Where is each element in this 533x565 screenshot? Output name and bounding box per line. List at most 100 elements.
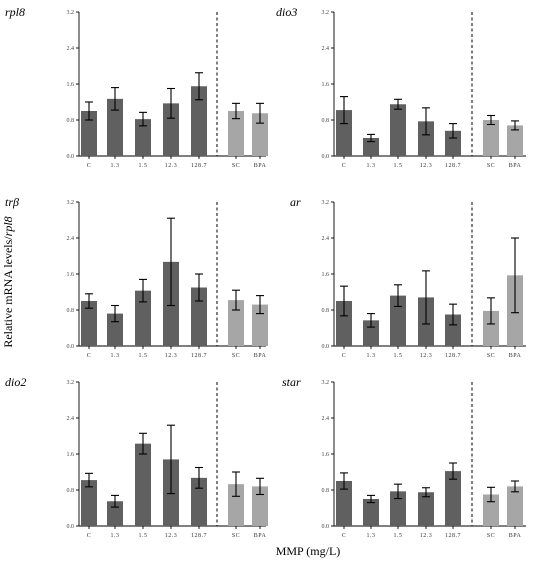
error-bar-1.3 [111, 304, 119, 323]
bar-1.3 [363, 138, 379, 156]
panel-title: trβ [5, 195, 19, 209]
x-tick-label: 12.3 [165, 533, 178, 539]
y-tick-label: 0.0 [322, 524, 330, 530]
x-tick-label: C [87, 353, 92, 359]
error-bar-SC [232, 471, 240, 497]
bar-1.5 [390, 104, 406, 156]
x-tick-label: C [342, 533, 347, 539]
x-tick-label: 1.3 [367, 353, 376, 359]
bar-SC [483, 310, 499, 346]
bar-128.7 [191, 86, 207, 156]
error-bar-12.3 [167, 424, 175, 495]
error-bar-SC [487, 297, 495, 325]
panel-title: ar [290, 195, 301, 209]
y-tick-label: 0.8 [322, 118, 330, 124]
x-tick-label: C [342, 353, 347, 359]
y-tick-label: 3.2 [67, 200, 75, 206]
x-tick-label: 128.7 [445, 533, 461, 539]
x-tick-label: BPA [254, 163, 267, 169]
error-bar-12.3 [422, 270, 430, 325]
x-tick-label: SC [232, 163, 240, 169]
x-tick-label: BPA [509, 533, 522, 539]
x-tick-label: 128.7 [191, 163, 207, 169]
bar-128.7 [445, 471, 461, 526]
x-tick-label: 1.3 [111, 163, 120, 169]
error-bar-C [85, 472, 93, 488]
y-tick-label: 3.2 [322, 200, 330, 206]
bar-BPA [252, 486, 268, 526]
y-axis-label-gene: rpl8 [1, 216, 15, 236]
bar-SC [483, 494, 499, 526]
panel-trβ: trβ 0.0 0.8 1.6 2.4 3.2 C 1.3 1.5 12.3 128.7 SC BPA [5, 195, 268, 359]
y-tick-label: 1.6 [67, 452, 75, 458]
x-tick-label: 128.7 [191, 533, 207, 539]
error-bar-SC [487, 486, 495, 503]
bar-BPA [507, 486, 523, 526]
bar-128.7 [445, 130, 461, 156]
x-tick-label: 12.3 [420, 163, 433, 169]
error-bar-1.3 [367, 494, 375, 504]
x-tick-label: 1.3 [111, 353, 120, 359]
error-bar-1.3 [111, 87, 119, 111]
error-bar-128.7 [449, 462, 457, 480]
y-tick-label: 3.2 [67, 10, 75, 16]
panel-ar: ar 0.0 0.8 1.6 2.4 3.2 C 1.3 1.5 12.3 128.7 SC BPA [290, 195, 526, 359]
bar-BPA [252, 304, 268, 346]
bar-C [81, 480, 97, 526]
error-bar-1.5 [394, 98, 402, 110]
x-tick-label: 1.5 [139, 163, 148, 169]
bar-128.7 [191, 477, 207, 526]
x-tick-label: C [87, 163, 92, 169]
y-tick-label: 0.8 [67, 488, 75, 494]
error-bar-12.3 [422, 487, 430, 498]
panel-dio3: dio3 0.0 0.8 1.6 2.4 3.2 C 1.3 1.5 12.3 128.7 SC BPA [276, 5, 526, 169]
y-tick-label: 3.2 [322, 10, 330, 16]
x-tick-label: BPA [509, 163, 522, 169]
x-tick-label: 128.7 [445, 353, 461, 359]
bar-1.5 [390, 295, 406, 346]
x-tick-label: 1.5 [139, 533, 148, 539]
error-bar-128.7 [195, 273, 203, 302]
x-tick-label: BPA [509, 353, 522, 359]
x-tick-label: SC [487, 353, 495, 359]
panel-title: rpl8 [5, 5, 25, 19]
panel-dio2: dio2 0.0 0.8 1.6 2.4 3.2 C 1.3 1.5 12.3 128.7 SC BPA [5, 375, 268, 539]
error-bar-1.5 [394, 284, 402, 307]
x-tick-label: 12.3 [165, 163, 178, 169]
x-tick-label: BPA [254, 353, 267, 359]
error-bar-C [340, 472, 348, 490]
y-tick-label: 0.8 [322, 488, 330, 494]
x-tick-label: SC [487, 163, 495, 169]
y-axis-label-prefix: Relative mRNA levels/ [1, 236, 15, 348]
panel-title: dio3 [276, 5, 297, 19]
bar-SC [228, 111, 244, 156]
panel-title: star [282, 375, 301, 389]
bar-C [81, 301, 97, 346]
error-bar-1.3 [111, 494, 119, 508]
error-bar-BPA [511, 237, 519, 314]
error-bar-128.7 [195, 72, 203, 101]
x-tick-label: 128.7 [445, 163, 461, 169]
bar-12.3 [163, 103, 179, 156]
bar-C [336, 481, 352, 526]
error-bar-12.3 [167, 87, 175, 119]
bar-1.5 [135, 443, 151, 526]
y-tick-label: 3.2 [67, 380, 75, 386]
bar-128.7 [445, 314, 461, 346]
error-bar-C [85, 293, 93, 309]
error-bar-BPA [256, 102, 264, 124]
error-bar-12.3 [422, 107, 430, 136]
bar-128.7 [191, 287, 207, 346]
bar-SC [483, 120, 499, 156]
error-bar-BPA [511, 120, 519, 131]
y-tick-label: 0.0 [67, 154, 75, 160]
y-tick-label: 0.0 [322, 344, 330, 350]
x-tick-label: BPA [254, 533, 267, 539]
y-tick-label: 0.0 [67, 344, 75, 350]
error-bar-BPA [511, 480, 519, 493]
bar-12.3 [418, 121, 434, 156]
error-bar-1.5 [139, 111, 147, 127]
x-tick-label: C [342, 163, 347, 169]
panel-star: star 0.0 0.8 1.6 2.4 3.2 C 1.3 1.5 12.3 128.7 SC BPA [282, 375, 526, 539]
